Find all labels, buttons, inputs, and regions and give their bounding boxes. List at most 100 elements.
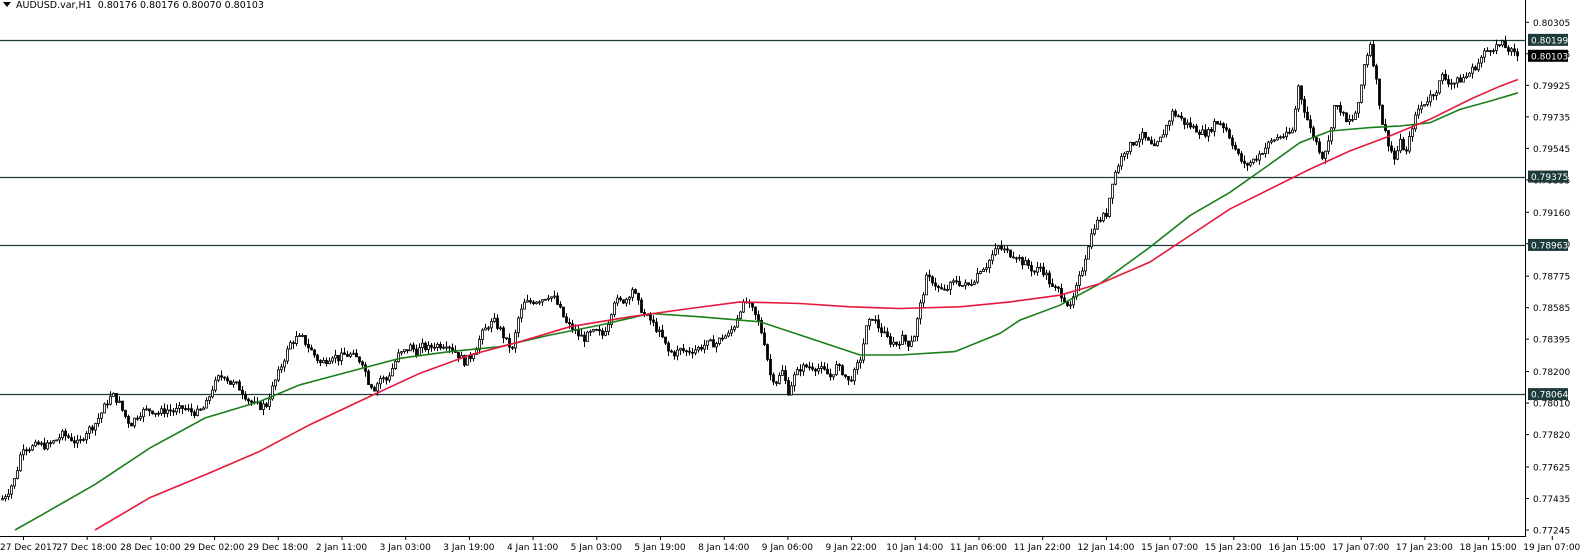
bull-candle [1279,136,1282,139]
level-price-tag-bg [1528,33,1568,46]
bull-candle [139,416,142,419]
bear-candle [319,360,322,364]
bull-candle [490,321,493,329]
level-price-tag-bg [1528,388,1568,401]
bull-candle [592,329,595,332]
bear-candle [121,400,124,411]
x-tick-label: 12 Jan 14:00 [1077,543,1134,553]
bear-candle [136,417,139,420]
bear-candle [685,350,688,353]
bull-candle [856,362,859,371]
bull-candle [1267,141,1270,149]
bull-candle [286,348,289,362]
y-tick-label: 0.78585 [1533,304,1570,314]
bull-candle [697,346,700,351]
bull-candle [625,298,628,304]
bear-candle [1033,270,1036,273]
bull-candle [631,289,634,298]
bear-candle [754,306,757,316]
bear-candle [598,329,601,332]
bear-candle [115,393,118,403]
bull-candle [388,375,391,381]
bear-candle [1189,122,1192,128]
bear-candle [361,361,364,366]
bull-candle [1360,84,1363,103]
bull-candle [109,395,112,405]
bear-candle [1507,47,1510,52]
bear-candle [1303,98,1306,113]
bull-candle [526,300,529,303]
bear-candle [619,297,622,301]
bull-candle [97,417,100,424]
bull-candle [331,357,334,362]
ma-fast-line [14,92,1519,531]
dropdown-triangle-icon[interactable] [3,2,11,7]
bear-candle [1216,121,1219,125]
bear-candle [937,285,940,289]
bull-candle [328,360,331,365]
bear-candle [172,410,175,413]
bull-candle [1435,92,1438,96]
x-tick-label: 15 Jan 23:00 [1205,543,1262,553]
bull-candle [1399,138,1402,152]
bull-candle [616,297,619,304]
bear-candle [43,442,46,450]
bear-candle [1012,256,1015,259]
bull-candle [1138,138,1141,143]
bull-candle [1411,128,1414,137]
bull-candle [628,296,631,300]
bull-candle [514,332,517,349]
bull-candle [913,336,916,342]
x-tick-label: 8 Jan 14:00 [698,543,750,553]
bear-candle [1222,123,1225,129]
bull-candle [1207,129,1210,137]
bear-candle [940,287,943,290]
bear-candle [721,337,724,340]
bull-candle [706,340,709,346]
bull-candle [187,408,190,411]
bear-candle [1228,129,1231,139]
bull-candle [952,280,955,283]
bull-candle [85,433,88,441]
bull-candle [58,437,61,441]
bull-candle [892,341,895,345]
bear-candle [1150,139,1153,145]
bull-candle [1120,156,1123,167]
bear-candle [1387,130,1390,147]
ma-slow-line [94,78,1519,531]
bull-candle [1477,62,1480,71]
bear-candle [1144,131,1147,139]
bull-candle [1324,150,1327,159]
ohlc-values: 0.80176 0.80176 0.80070 0.80103 [97,0,264,11]
bear-candle [1225,127,1228,131]
bear-candle [412,344,415,350]
bull-candle [478,339,481,351]
bear-candle [496,317,499,329]
y-tick-label: 0.79925 [1533,82,1570,92]
bear-candle [826,368,829,375]
bear-candle [667,342,670,352]
bull-candle [778,374,781,384]
bull-candle [322,359,325,364]
y-tick-label: 0.79545 [1533,145,1570,155]
bear-candle [1099,219,1102,222]
bull-candle [283,360,286,368]
bear-candle [64,430,67,437]
bull-candle [295,336,298,344]
bear-candle [343,352,346,355]
bull-candle [1096,219,1099,230]
bear-candle [91,426,94,431]
bull-candle [1348,119,1351,122]
bull-candle [1087,246,1090,260]
bull-candle [112,393,115,397]
bear-candle [226,377,229,382]
bull-candle [520,308,523,319]
bear-candle [568,322,571,325]
bull-candle [1111,183,1114,199]
y-tick-label: 0.78010 [1533,400,1570,410]
chart-header: AUDUSD.var,H1 0.80176 0.80176 0.80070 0.… [3,0,264,11]
bear-candle [829,373,832,378]
bear-candle [247,398,250,402]
